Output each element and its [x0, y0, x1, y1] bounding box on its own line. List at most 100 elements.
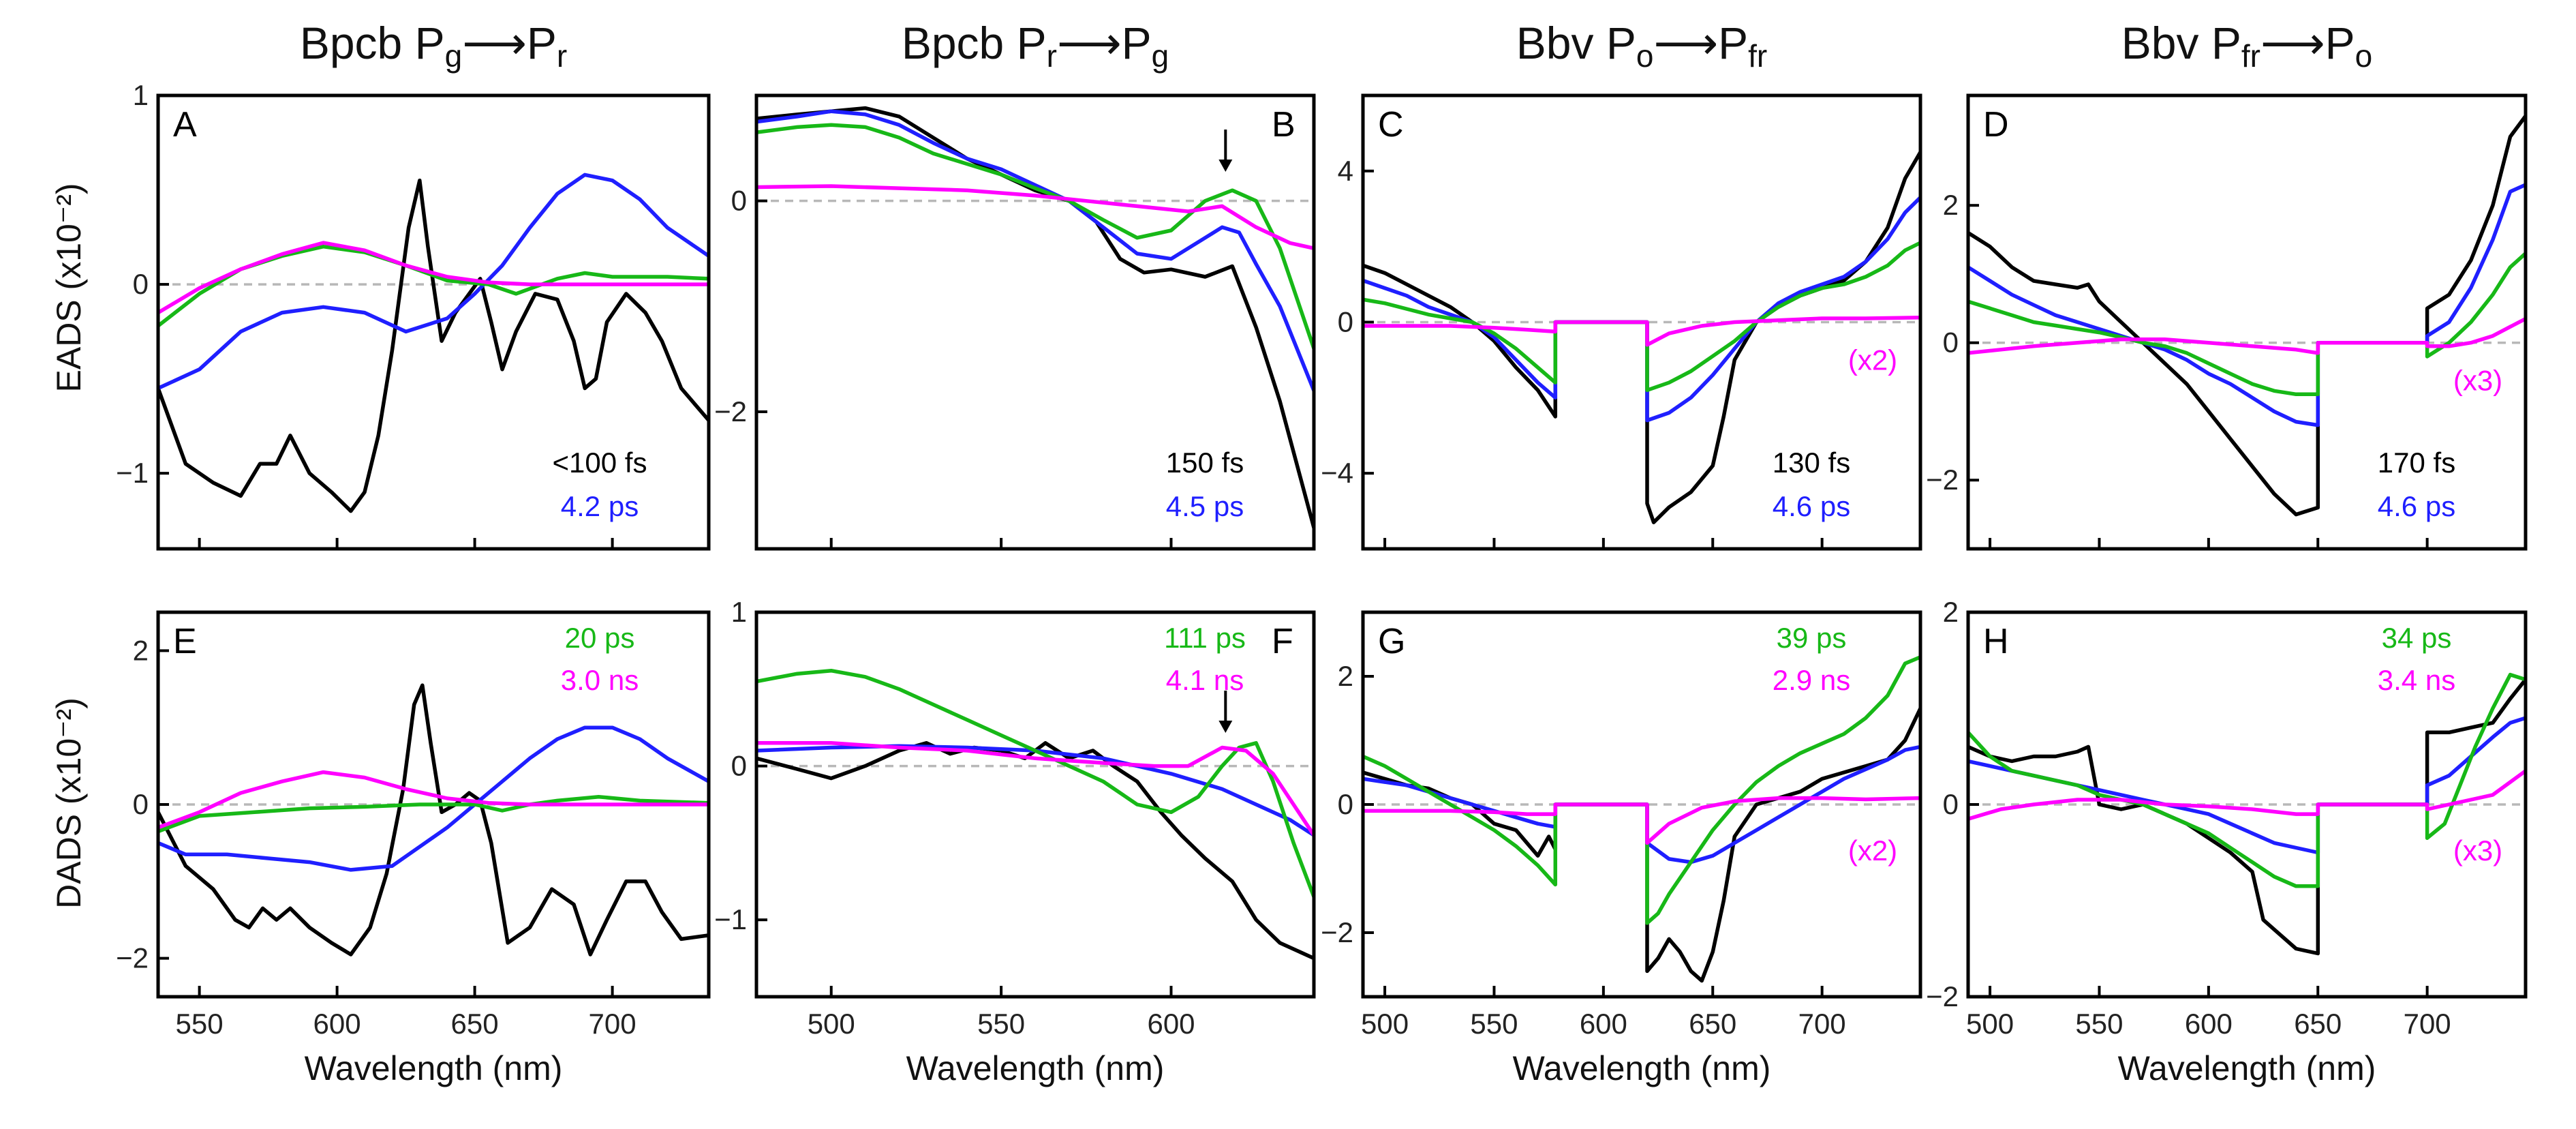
panel-e: 550 600 650 700 −2 0 2 Wavelength (nm) E 20 ps 3.0… [116, 610, 711, 1087]
panel-g: 500 550 600 650 700 −2 0 2 Wavelength (nm) G 39 ps… [1321, 610, 1922, 1087]
column-title-4: Bbv Pfr⟶Po [2121, 18, 2372, 74]
panel-letter-h: H [1983, 622, 2009, 661]
y-tick-label-g-2: 2 [1338, 660, 1353, 692]
annotation-e-1: 20 ps [565, 622, 635, 654]
y-tick-label-e-1: 0 [133, 788, 149, 820]
series-blue-e [158, 725, 709, 872]
series-magenta-f [756, 741, 1314, 837]
annotation-e-2: 3.0 ns [561, 664, 639, 696]
panel-letter-c: C [1378, 105, 1404, 145]
annotation-c-2: 4.6 ps [1773, 490, 1850, 522]
annotation-d-1: 170 fs [2378, 447, 2455, 479]
x-tick-label-e-550: 550 [176, 1008, 224, 1040]
panel-letter-f: F [1272, 622, 1293, 661]
column-title-3: Bbv Po⟶Pfr [1516, 18, 1767, 74]
x-tick-label-g-700: 700 [1798, 1008, 1846, 1040]
plot-frame-b [754, 93, 1316, 551]
annotation-f-1: 111 ps [1164, 622, 1246, 654]
series-blue-a [158, 172, 709, 391]
series-magenta-b [756, 184, 1314, 250]
series-magenta-d [1968, 316, 2526, 355]
series-green-c [1363, 241, 1920, 393]
x-axis-title-f: Wavelength (nm) [906, 1049, 1165, 1087]
y-tick-label-c-1: 0 [1338, 306, 1353, 338]
annotation-c-3: (x2) [1848, 344, 1897, 376]
x-axis-title-h: Wavelength (nm) [2118, 1049, 2376, 1087]
annotation-h-2: 3.4 ns [2378, 664, 2455, 696]
y-tick-label-d-1: 0 [1943, 327, 1959, 359]
panel-letter-b: B [1272, 105, 1295, 145]
series-magenta-g [1363, 796, 1920, 845]
row-title-dads: DADS (x10⁻²) [50, 697, 88, 909]
x-tick-label-h-650: 650 [2294, 1008, 2342, 1040]
series-magenta-e [158, 770, 709, 830]
series-green-f [756, 668, 1314, 899]
panel-c: −4 0 4C 130 fs 4.6 ps (x2) [1321, 93, 1922, 551]
y-tick-label-d-0: −2 [1926, 464, 1959, 496]
x-tick-label-h-700: 700 [2404, 1008, 2451, 1040]
annotation-g-2: 2.9 ns [1773, 664, 1850, 696]
series-green-b [756, 123, 1314, 350]
y-tick-label-c-2: 4 [1338, 155, 1353, 187]
series-magenta-h [1968, 768, 2526, 821]
y-tick-label-f-2: 1 [731, 596, 747, 628]
x-tick-label-h-600: 600 [2185, 1008, 2233, 1040]
panel-a: −1 0 1A <100 fs 4.2 ps [116, 79, 711, 551]
y-tick-label-e-2: 2 [133, 634, 149, 666]
plot-frame-a [156, 93, 711, 551]
annotation-g-3: (x2) [1848, 834, 1897, 867]
y-tick-label-h-1: 0 [1943, 788, 1959, 820]
y-tick-label-f-1: 0 [731, 750, 747, 782]
panel-letter-e: E [173, 622, 197, 661]
annotation-h-1: 34 ps [2382, 622, 2452, 654]
series-black-h [1968, 677, 2526, 956]
series-green-d [1968, 251, 2526, 397]
x-tick-label-f-500: 500 [808, 1008, 855, 1040]
column-title-1: Bpcb Pg⟶Pr [300, 18, 567, 74]
annotation-g-1: 39 ps [1777, 622, 1847, 654]
x-axis-title-e: Wavelength (nm) [305, 1049, 563, 1087]
series-black-f [756, 741, 1314, 961]
series-black-g [1363, 706, 1920, 983]
panel-f: 500 550 600 −1 0 1 Wavelength (nm) F 111 ps 4.1 n… [714, 596, 1316, 1087]
series-magenta-c [1363, 316, 1920, 347]
panel-h: 500 550 600 650 700 −2 0 2 Wavelength (nm) H 34 ps… [1926, 596, 2528, 1087]
series-green-g [1363, 655, 1920, 925]
plot-frame-f [754, 610, 1316, 999]
x-axis-title-g: Wavelength (nm) [1513, 1049, 1771, 1087]
y-tick-label-e-0: −2 [116, 942, 149, 974]
series-black-e [158, 683, 709, 957]
annotation-a-2: 4.2 ps [561, 490, 639, 522]
x-tick-label-g-550: 550 [1470, 1008, 1518, 1040]
y-tick-label-b-0: −2 [714, 395, 747, 427]
x-tick-label-e-650: 650 [451, 1008, 499, 1040]
series-blue-c [1363, 195, 1920, 423]
panel-letter-d: D [1983, 105, 2009, 145]
panel-letter-g: G [1378, 622, 1405, 661]
y-tick-label-h-0: −2 [1926, 980, 1959, 1012]
plot-frame-d [1966, 93, 2528, 551]
row-title-eads: EADS (x10⁻²) [50, 183, 88, 392]
y-tick-label-f-0: −1 [714, 903, 747, 935]
annotation-d-2: 4.6 ps [2378, 490, 2455, 522]
series-black-a [158, 178, 709, 513]
annotation-b-1: 150 fs [1166, 447, 1244, 479]
series-blue-d [1968, 183, 2526, 427]
x-tick-label-g-650: 650 [1689, 1008, 1736, 1040]
x-tick-label-h-500: 500 [1966, 1008, 2014, 1040]
series-black-d [1968, 114, 2526, 517]
annotation-d-3: (x3) [2453, 365, 2502, 397]
arrow-marker-b [1218, 130, 1233, 172]
x-tick-label-f-600: 600 [1147, 1008, 1195, 1040]
y-tick-label-g-1: 0 [1338, 788, 1353, 820]
panel-letter-a: A [173, 105, 197, 145]
series-black-c [1363, 150, 1920, 524]
panel-b: −2 0 B 150 fs 4.5 ps [714, 93, 1316, 551]
x-tick-label-f-550: 550 [977, 1008, 1025, 1040]
x-tick-label-g-600: 600 [1580, 1008, 1627, 1040]
y-tick-label-b-1: 0 [731, 185, 747, 217]
y-tick-label-g-0: −2 [1321, 916, 1353, 948]
x-tick-label-e-600: 600 [313, 1008, 361, 1040]
